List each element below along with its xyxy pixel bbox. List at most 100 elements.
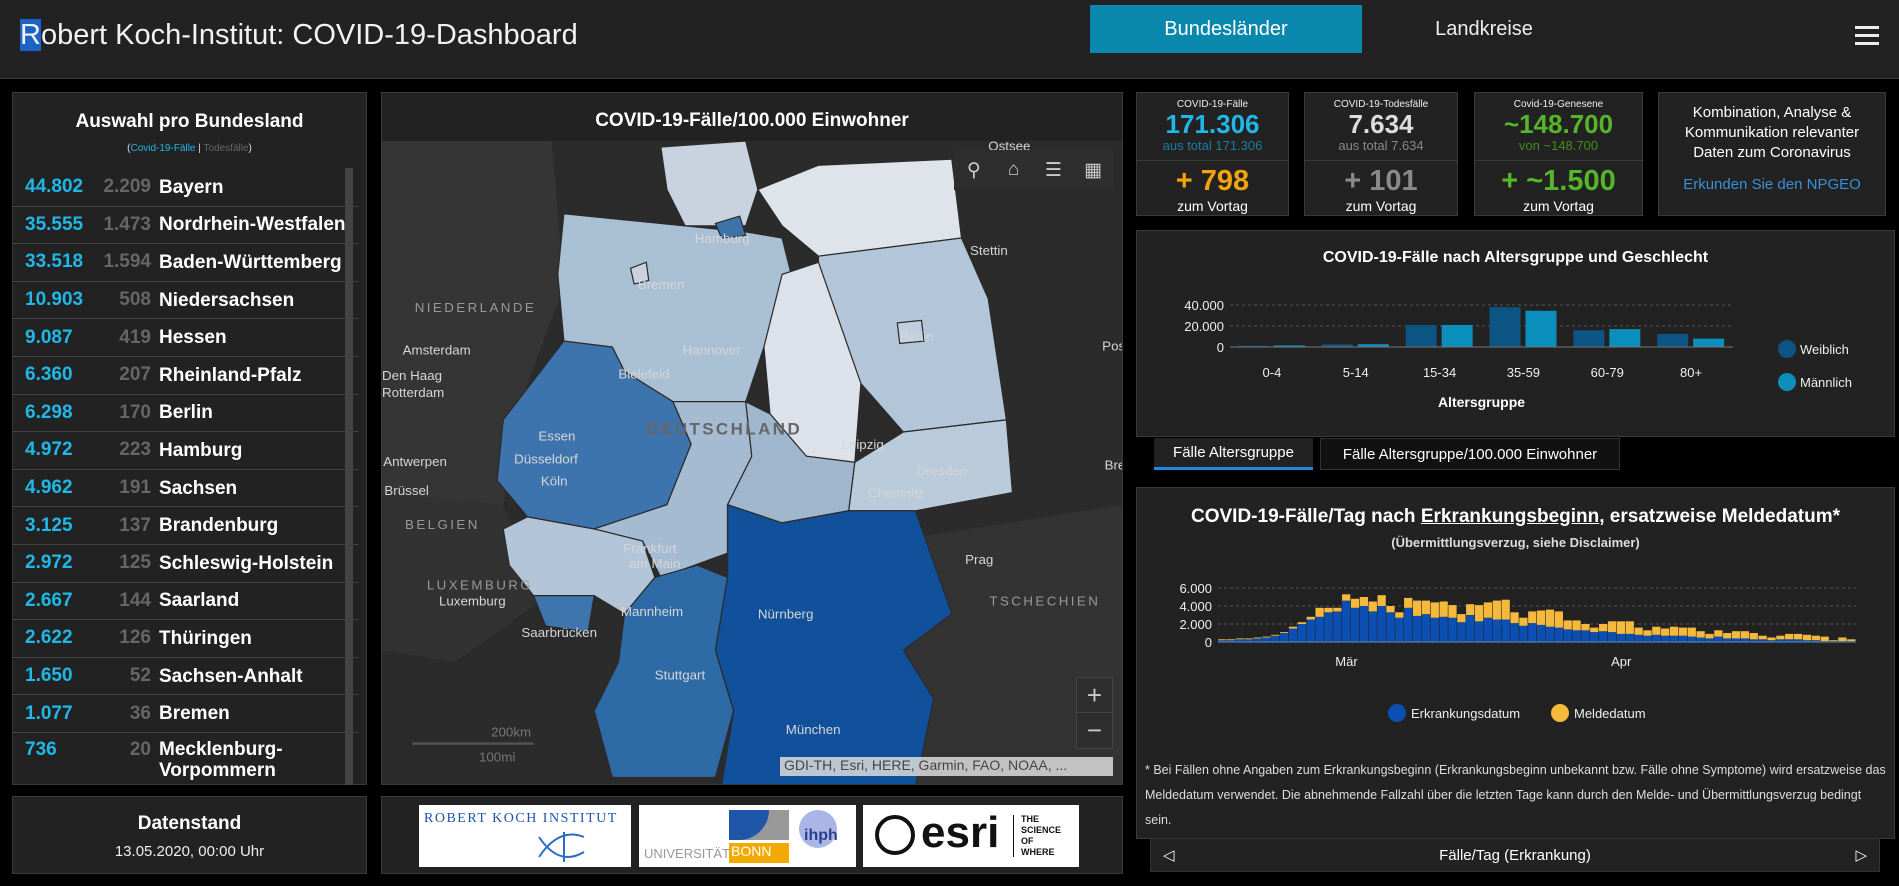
bar-meldedatum[interactable] <box>1607 621 1617 633</box>
bundesland-row[interactable]: 6.360 207 Rheinland-Pfalz <box>13 357 358 395</box>
bar-meldedatum[interactable] <box>1519 617 1528 626</box>
bar-meldedatum[interactable] <box>1404 597 1413 608</box>
bar-meldedatum[interactable] <box>1687 627 1696 637</box>
uni-bonn-logo[interactable]: UNIVERSITÄT BONN ihph <box>639 805 856 867</box>
bar-meldedatum[interactable] <box>1342 594 1351 601</box>
bundesland-row[interactable]: 9.087 419 Hessen <box>13 319 358 357</box>
bar-erkrankungsdatum[interactable] <box>1262 637 1271 643</box>
bar-meldedatum[interactable] <box>1421 600 1431 615</box>
tab-landkreise[interactable]: Landkreise <box>1435 17 1533 40</box>
bar-meldedatum[interactable] <box>1306 616 1315 620</box>
bar-meldedatum[interactable] <box>1829 640 1838 642</box>
legend-list-icon[interactable]: ☰ <box>1044 159 1062 181</box>
bar-meldedatum[interactable] <box>1669 626 1679 636</box>
bar-meldedatum[interactable] <box>1492 600 1501 620</box>
bar-meldedatum[interactable] <box>1368 601 1377 612</box>
tab-faelle-altersgruppe[interactable]: Fälle Altersgruppe <box>1154 438 1313 470</box>
bar-männlich[interactable] <box>1357 344 1389 347</box>
bar-erkrankungsdatum[interactable] <box>1625 633 1634 642</box>
bar-meldedatum[interactable] <box>1678 627 1688 636</box>
bar-meldedatum[interactable] <box>1262 636 1271 638</box>
bar-erkrankungsdatum[interactable] <box>1253 638 1262 642</box>
bar-meldedatum[interactable] <box>1572 620 1581 631</box>
bar-meldedatum[interactable] <box>1235 638 1244 640</box>
bar-meldedatum[interactable] <box>1439 601 1448 617</box>
bar-erkrankungsdatum[interactable] <box>1244 639 1253 642</box>
bar-meldedatum[interactable] <box>1758 635 1767 640</box>
tab-faelle-altersgruppe-100k[interactable]: Fälle Altersgruppe/100.000 Einwohner <box>1320 438 1620 470</box>
bar-meldedatum[interactable] <box>1634 627 1643 635</box>
bar-erkrankungsdatum[interactable] <box>1235 639 1244 642</box>
bar-meldedatum[interactable] <box>1652 626 1661 635</box>
erkrankungsbeginn-link[interactable]: Erkrankungsbeginn <box>1420 506 1600 527</box>
bar-erkrankungsdatum[interactable] <box>1802 640 1812 642</box>
bar-erkrankungsdatum[interactable] <box>1297 624 1307 642</box>
bar-erkrankungsdatum[interactable] <box>1678 635 1688 642</box>
bar-meldedatum[interactable] <box>1430 602 1439 618</box>
bar-erkrankungsdatum[interactable] <box>1599 631 1608 642</box>
bar-erkrankungsdatum[interactable] <box>1448 617 1457 642</box>
bar-erkrankungsdatum[interactable] <box>1350 607 1360 642</box>
bundesland-row[interactable]: 10.903 508 Niedersachsen <box>13 282 358 320</box>
bar-erkrankungsdatum[interactable] <box>1324 612 1333 642</box>
bar-erkrankungsdatum[interactable] <box>1510 623 1519 642</box>
bar-erkrankungsdatum[interactable] <box>1607 632 1617 642</box>
bar-erkrankungsdatum[interactable] <box>1404 607 1413 642</box>
bar-meldedatum[interactable] <box>1590 627 1599 633</box>
basemap-gallery-icon[interactable]: ▦ <box>1084 159 1103 181</box>
bar-meldedatum[interactable] <box>1705 633 1714 639</box>
next-arrow-icon[interactable]: ▷ <box>1855 847 1867 864</box>
legend-label[interactable]: Meldedatum <box>1574 706 1646 721</box>
bar-erkrankungsdatum[interactable] <box>1359 606 1369 642</box>
bar-männlich[interactable] <box>1525 310 1557 347</box>
bar-meldedatum[interactable] <box>1537 610 1546 625</box>
bar-meldedatum[interactable] <box>1483 602 1493 618</box>
bar-erkrankungsdatum[interactable] <box>1785 639 1794 642</box>
bar-erkrankungsdatum[interactable] <box>1687 636 1696 642</box>
bar-meldedatum[interactable] <box>1661 628 1670 636</box>
bar-meldedatum[interactable] <box>1315 607 1324 617</box>
bar-weiblich[interactable] <box>1238 345 1269 347</box>
bar-meldedatum[interactable] <box>1563 620 1572 630</box>
prev-arrow-icon[interactable]: ◁ <box>1163 847 1175 864</box>
bar-erkrankungsdatum[interactable] <box>1634 634 1643 642</box>
bar-erkrankungsdatum[interactable] <box>1218 640 1227 642</box>
bar-erkrankungsdatum[interactable] <box>1669 635 1679 642</box>
bar-meldedatum[interactable] <box>1811 635 1820 641</box>
bar-meldedatum[interactable] <box>1802 634 1812 641</box>
bar-männlich[interactable] <box>1441 324 1473 347</box>
bar-meldedatum[interactable] <box>1510 612 1519 624</box>
bar-erkrankungsdatum[interactable] <box>1466 615 1475 642</box>
bar-erkrankungsdatum[interactable] <box>1288 628 1298 643</box>
bar-erkrankungsdatum[interactable] <box>1731 638 1741 642</box>
bar-meldedatum[interactable] <box>1785 633 1794 640</box>
bar-meldedatum[interactable] <box>1793 633 1803 640</box>
bar-meldedatum[interactable] <box>1448 605 1457 618</box>
bar-erkrankungsdatum[interactable] <box>1280 633 1289 642</box>
bar-meldedatum[interactable] <box>1545 609 1555 627</box>
bar-erkrankungsdatum[interactable] <box>1767 640 1776 642</box>
bar-meldedatum[interactable] <box>1776 635 1785 640</box>
bar-meldedatum[interactable] <box>1740 631 1750 639</box>
bar-erkrankungsdatum[interactable] <box>1616 633 1626 642</box>
bar-meldedatum[interactable] <box>1457 614 1466 623</box>
bar-männlich[interactable] <box>1693 338 1725 347</box>
bar-erkrankungsdatum[interactable] <box>1430 617 1439 642</box>
bar-erkrankungsdatum[interactable] <box>1395 617 1404 642</box>
bar-erkrankungsdatum[interactable] <box>1528 623 1537 642</box>
esri-logo[interactable]: esri THE SCIENCE OF WHERE <box>863 805 1079 867</box>
bar-meldedatum[interactable] <box>1244 638 1253 640</box>
bar-erkrankungsdatum[interactable] <box>1705 638 1714 642</box>
bar-erkrankungsdatum[interactable] <box>1811 640 1820 642</box>
bar-erkrankungsdatum[interactable] <box>1412 615 1422 642</box>
bar-meldedatum[interactable] <box>1474 605 1484 622</box>
bar-erkrankungsdatum[interactable] <box>1563 629 1572 642</box>
bar-weiblich[interactable] <box>1657 333 1689 347</box>
bar-weiblich[interactable] <box>1321 344 1353 347</box>
bundesland-row[interactable]: 3.125 137 Brandenburg <box>13 507 358 545</box>
bar-meldedatum[interactable] <box>1838 637 1847 642</box>
bar-erkrankungsdatum[interactable] <box>1572 630 1581 642</box>
bundesland-row[interactable]: 1.077 36 Bremen <box>13 695 358 733</box>
bar-weiblich[interactable] <box>1405 324 1437 347</box>
bar-erkrankungsdatum[interactable] <box>1377 606 1386 642</box>
